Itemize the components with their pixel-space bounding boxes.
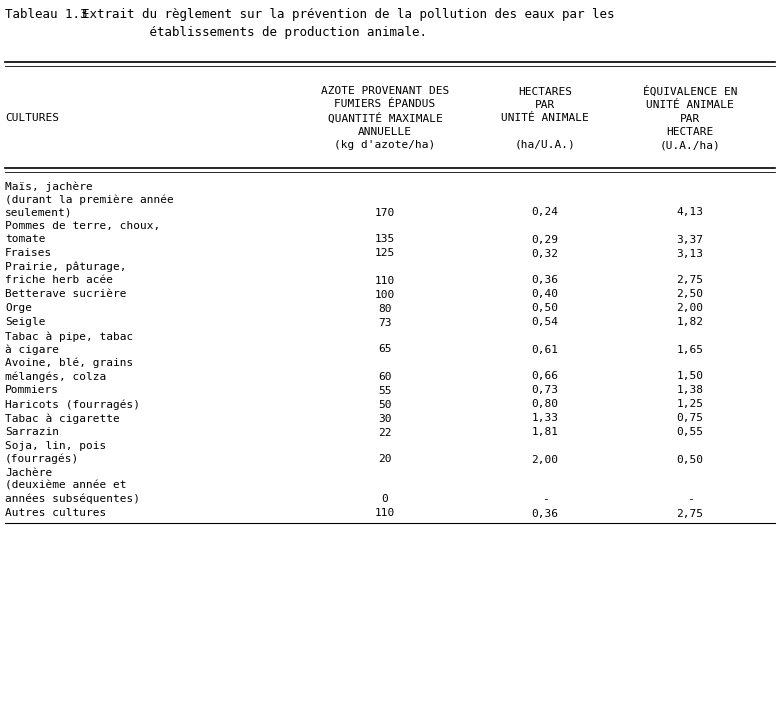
Text: HECTARES
PAR
UNITÉ ANIMALE

(ha/U.A.): HECTARES PAR UNITÉ ANIMALE (ha/U.A.) — [501, 87, 589, 150]
Text: 0,36: 0,36 — [531, 276, 558, 286]
Text: 0,55: 0,55 — [676, 427, 704, 437]
Text: 1,38: 1,38 — [676, 385, 704, 395]
Text: 0,66: 0,66 — [531, 372, 558, 382]
Text: CULTURES: CULTURES — [5, 113, 59, 123]
Text: 0,75: 0,75 — [676, 414, 704, 424]
Text: 2,00: 2,00 — [676, 303, 704, 313]
Text: 0,40: 0,40 — [531, 290, 558, 300]
Text: 0,54: 0,54 — [531, 318, 558, 328]
Text: Avoine, blé, grains
mélangés, colza: Avoine, blé, grains mélangés, colza — [5, 358, 133, 382]
Text: -: - — [686, 495, 693, 505]
Text: 60: 60 — [378, 372, 392, 382]
Text: 3,37: 3,37 — [676, 234, 704, 244]
Text: 65: 65 — [378, 345, 392, 355]
Text: Maïs, jachère
(durant la première année
seulement): Maïs, jachère (durant la première année … — [5, 181, 174, 218]
Text: 100: 100 — [375, 290, 395, 300]
Text: 0: 0 — [381, 495, 388, 505]
Text: 0,61: 0,61 — [531, 345, 558, 355]
Text: 0,50: 0,50 — [676, 454, 704, 464]
Text: 1,50: 1,50 — [676, 372, 704, 382]
Text: 4,13: 4,13 — [676, 207, 704, 217]
Text: 22: 22 — [378, 427, 392, 437]
Text: 73: 73 — [378, 318, 392, 328]
Text: Tableau 1.3: Tableau 1.3 — [5, 8, 87, 21]
Text: ÉQUIVALENCE EN
UNITÉ ANIMALE
PAR
HECTARE
(U.A./ha): ÉQUIVALENCE EN UNITÉ ANIMALE PAR HECTARE… — [643, 86, 737, 150]
Text: 1,65: 1,65 — [676, 345, 704, 355]
Text: AZOTE PROVENANT DES
FUMIERS ÉPANDUS
QUANTITÉ MAXIMALE
ANNUELLE
(kg d'azote/ha): AZOTE PROVENANT DES FUMIERS ÉPANDUS QUAN… — [321, 85, 449, 150]
Text: 0,80: 0,80 — [531, 399, 558, 409]
Text: 1,82: 1,82 — [676, 318, 704, 328]
Text: Fraises: Fraises — [5, 248, 52, 258]
Text: 110: 110 — [375, 508, 395, 518]
Text: Tabac à pipe, tabac
à cigare: Tabac à pipe, tabac à cigare — [5, 331, 133, 355]
Text: 0,50: 0,50 — [531, 303, 558, 313]
Text: Prairie, pâturage,
friche herb acée: Prairie, pâturage, friche herb acée — [5, 262, 126, 286]
Text: Pommes de terre, choux,
tomate: Pommes de terre, choux, tomate — [5, 221, 160, 244]
Text: 0,73: 0,73 — [531, 385, 558, 395]
Text: 110: 110 — [375, 276, 395, 286]
Text: 0,29: 0,29 — [531, 234, 558, 244]
Text: 0,32: 0,32 — [531, 248, 558, 258]
Text: Extrait du règlement sur la prévention de la pollution des eaux par les
        : Extrait du règlement sur la prévention d… — [82, 8, 615, 39]
Text: Orge: Orge — [5, 303, 32, 313]
Text: 2,75: 2,75 — [676, 276, 704, 286]
Text: Autres cultures: Autres cultures — [5, 508, 106, 518]
Text: 0,24: 0,24 — [531, 207, 558, 217]
Text: Betterave sucrière: Betterave sucrière — [5, 289, 126, 299]
Text: -: - — [541, 495, 548, 505]
Text: 3,13: 3,13 — [676, 248, 704, 258]
Text: Jachère
(deuxième année et
années subséquentes): Jachère (deuxième année et années subséq… — [5, 468, 140, 504]
Text: Soja, lin, pois
(fourragés): Soja, lin, pois (fourragés) — [5, 441, 106, 464]
Text: Seigle: Seigle — [5, 317, 45, 327]
Text: 50: 50 — [378, 399, 392, 409]
Text: Sarrazin: Sarrazin — [5, 427, 59, 437]
Text: 2,50: 2,50 — [676, 290, 704, 300]
Text: 1,25: 1,25 — [676, 399, 704, 409]
Text: 170: 170 — [375, 207, 395, 217]
Text: 20: 20 — [378, 454, 392, 464]
Text: 80: 80 — [378, 303, 392, 313]
Text: 125: 125 — [375, 248, 395, 258]
Text: 30: 30 — [378, 414, 392, 424]
Text: Haricots (fourragés): Haricots (fourragés) — [5, 399, 140, 409]
Text: 2,00: 2,00 — [531, 454, 558, 464]
Text: 135: 135 — [375, 234, 395, 244]
Text: 0,36: 0,36 — [531, 508, 558, 518]
Text: 55: 55 — [378, 385, 392, 395]
Text: 1,81: 1,81 — [531, 427, 558, 437]
Text: 1,33: 1,33 — [531, 414, 558, 424]
Text: Pommiers: Pommiers — [5, 385, 59, 395]
Text: 2,75: 2,75 — [676, 508, 704, 518]
Text: Tabac à cigarette: Tabac à cigarette — [5, 413, 120, 424]
